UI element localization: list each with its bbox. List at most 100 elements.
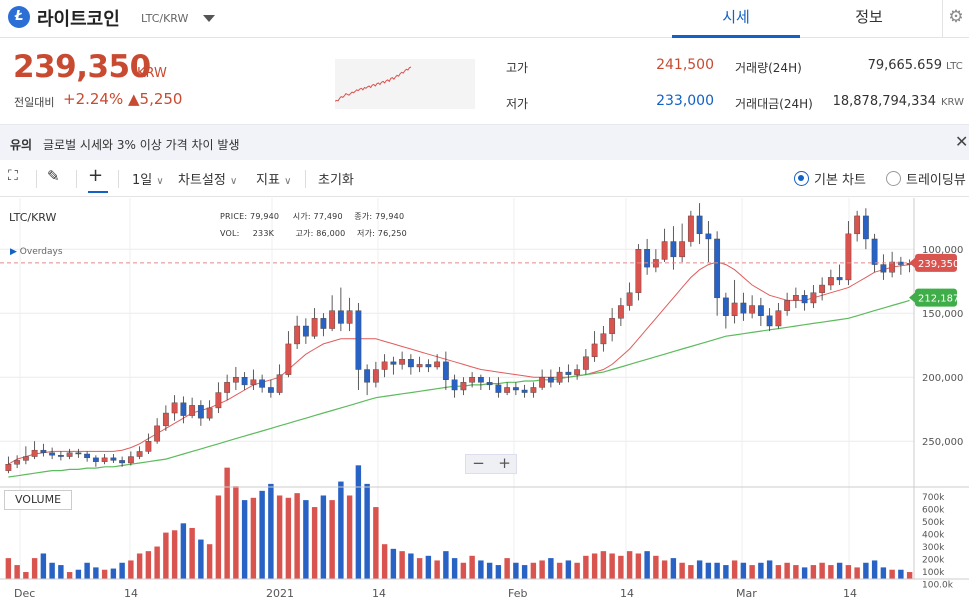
basic-chart-radio[interactable] xyxy=(794,171,809,186)
candle-body xyxy=(442,361,449,380)
volume-bar xyxy=(346,495,353,579)
volume-bar xyxy=(539,560,545,579)
candle-body xyxy=(40,449,47,453)
zoom-out-button[interactable]: − xyxy=(472,454,485,472)
candle-body xyxy=(66,452,73,457)
volume-bar xyxy=(749,565,755,579)
volume-bar xyxy=(574,562,580,579)
basic-chart-label[interactable]: 기본 차트 xyxy=(814,173,866,188)
volume-bar xyxy=(486,562,493,579)
candle-body xyxy=(521,389,528,393)
volume-bar xyxy=(784,562,790,579)
reset-button[interactable]: 초기화 xyxy=(318,173,354,188)
ma-value-tag-text: 212,187 xyxy=(918,294,959,305)
candle-body xyxy=(740,302,747,314)
chevron-down-icon: ∨ xyxy=(229,176,238,187)
candle-body xyxy=(679,241,686,258)
candle-body xyxy=(136,451,143,457)
candle-body xyxy=(810,292,817,304)
candle-body xyxy=(661,241,668,260)
price-chart[interactable]: 250,000 200,000 150,000 100,000 Dec 14 2021 14 F… xyxy=(0,198,969,607)
high-value: 241,500 xyxy=(656,57,714,73)
candle-body xyxy=(644,249,651,268)
volume-bar xyxy=(31,558,38,579)
ma-value-tag xyxy=(915,288,957,307)
tradingview-label[interactable]: 트레이딩뷰 xyxy=(906,173,966,188)
volume-tick-label: 400k xyxy=(922,531,945,541)
candle-body xyxy=(276,374,283,393)
candle-body xyxy=(320,318,327,329)
candle-body xyxy=(836,277,843,281)
close-icon[interactable]: ✕ xyxy=(955,132,969,151)
last-price-tag-text: 239,350 xyxy=(918,259,959,270)
candle-body xyxy=(696,215,703,235)
candle-body xyxy=(22,456,29,461)
crosshair-icon[interactable]: + xyxy=(88,165,108,193)
coin-name: 라이트코인 xyxy=(37,9,120,30)
volume-bar xyxy=(863,562,869,579)
volume-bar xyxy=(504,558,510,579)
pencil-icon[interactable]: ✎ xyxy=(47,167,60,185)
change-rate: +2.24% xyxy=(63,90,124,108)
candle-body xyxy=(547,376,554,383)
zoom-in-button[interactable]: + xyxy=(498,454,511,472)
candle-body xyxy=(722,297,729,316)
volume-bar xyxy=(329,500,335,579)
volume-bar xyxy=(294,493,300,579)
volume-bar xyxy=(154,546,160,579)
candle-body xyxy=(407,359,414,368)
candle-body xyxy=(119,460,126,464)
candle-body xyxy=(792,295,799,301)
chevron-down-icon: ∨ xyxy=(284,176,292,187)
tab-info[interactable]: 정보 xyxy=(855,8,883,26)
candle-body xyxy=(224,382,231,393)
chart-settings-label: 차트설정 xyxy=(178,173,226,188)
sparkline-chart xyxy=(335,59,475,109)
volume-tick-label: 100.0k xyxy=(922,581,954,591)
overlays-toggle[interactable]: ▶ Overdays xyxy=(10,247,63,257)
volume-bar xyxy=(644,551,650,579)
candle-body xyxy=(5,464,12,471)
candle-body xyxy=(259,379,266,388)
candle-body xyxy=(154,425,161,442)
volume-bar xyxy=(469,555,475,579)
volume-label: VOLUME xyxy=(4,490,72,510)
volume-bar xyxy=(40,553,47,579)
volume-bar xyxy=(58,565,64,579)
indicators-menu[interactable]: 지표 ∨ xyxy=(256,169,291,188)
gear-icon[interactable]: ⚙ xyxy=(942,0,969,38)
toolbar-divider xyxy=(36,170,37,188)
zoom-controls: − + xyxy=(465,454,517,474)
volume-bar xyxy=(276,495,283,579)
candle-body xyxy=(346,310,353,324)
tab-price[interactable]: 시세 xyxy=(672,0,800,38)
candle-body xyxy=(600,333,607,345)
volume-bar xyxy=(653,555,659,579)
date-tick-label: 14 xyxy=(843,587,857,600)
candlestick-chart[interactable]: 250,000 200,000 150,000 100,000 Dec 14 2021 14 F… xyxy=(0,198,969,607)
toolbar-divider xyxy=(305,170,306,188)
date-tick-label: 2021 xyxy=(266,587,294,600)
interval-select[interactable]: 1일 ∨ xyxy=(132,169,164,188)
candle-body xyxy=(854,215,861,235)
price-tick-label: 100,000 xyxy=(922,245,963,256)
chart-settings-menu[interactable]: 차트설정 ∨ xyxy=(178,169,237,188)
volume-bar xyxy=(828,565,834,579)
candle-body xyxy=(285,343,292,375)
volume-bar xyxy=(136,553,143,579)
chevron-down-icon[interactable] xyxy=(203,15,215,22)
volume-bar xyxy=(381,544,388,579)
candle-body xyxy=(267,387,274,393)
candle-body xyxy=(766,315,773,327)
high-label: 고가 xyxy=(506,61,529,75)
candle-body xyxy=(329,310,336,329)
tradingview-radio[interactable] xyxy=(886,171,901,186)
sparkline-line xyxy=(335,66,412,102)
volume-bar xyxy=(556,562,563,579)
litecoin-logo-icon: Ł xyxy=(8,6,30,28)
candle-body xyxy=(862,215,869,240)
candle-body xyxy=(75,452,82,455)
volume-bar xyxy=(250,497,257,579)
fullscreen-icon[interactable]: ⛶ xyxy=(8,168,18,184)
price-tick-label: 250,000 xyxy=(922,437,963,448)
